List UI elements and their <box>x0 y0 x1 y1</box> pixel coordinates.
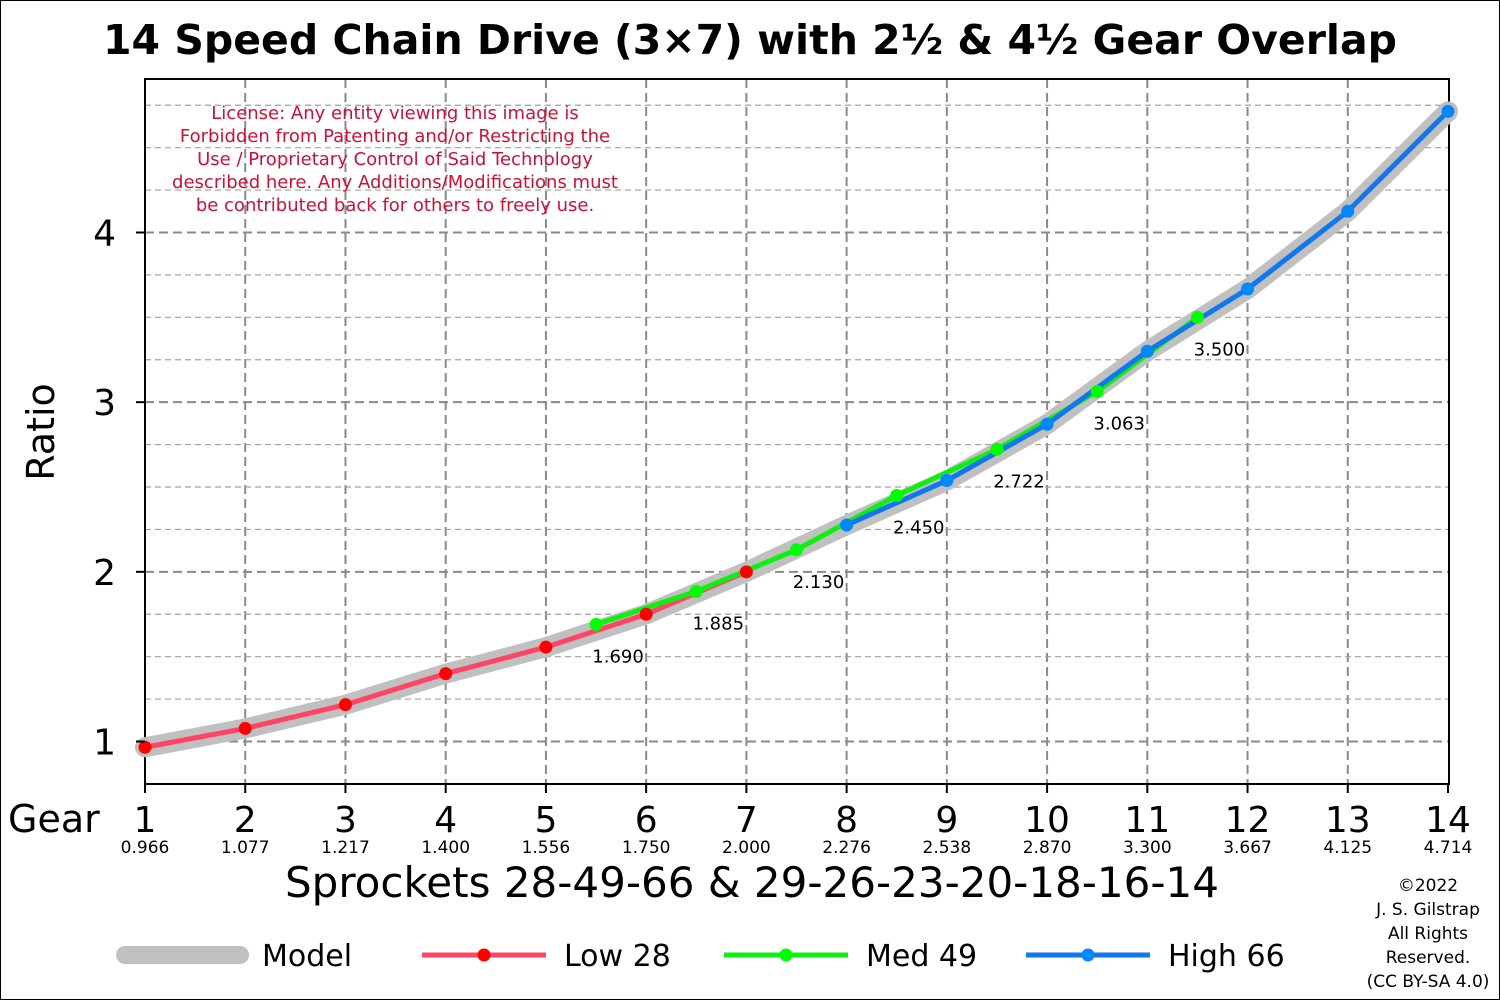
data-label: 3.063 <box>1093 413 1145 434</box>
data-point-low-28 <box>338 698 352 712</box>
license-line: License: Any entity viewing this image i… <box>211 103 578 124</box>
data-label: 2.450 <box>893 517 945 538</box>
license-line: Forbidden from Patenting and/or Restrict… <box>180 126 610 147</box>
chart-title: 14 Speed Chain Drive (3×7) with 2½ & 4½ … <box>103 16 1397 64</box>
data-point-low-28 <box>439 667 453 681</box>
data-point-high-66 <box>1140 344 1154 358</box>
data-point-low-28 <box>138 740 152 754</box>
data-point-high-66 <box>940 474 954 488</box>
x-tick-label: 13 <box>1325 800 1371 841</box>
x-tick-ratio-label: 1.217 <box>321 838 370 858</box>
x-tick-ratio-label: 1.750 <box>622 838 671 858</box>
data-point-low-28 <box>539 640 553 654</box>
y-axis-ticks: 1 2 3 4 <box>93 214 145 764</box>
x-tick-label: 1 <box>134 800 157 841</box>
x-tick-label: 14 <box>1425 800 1471 841</box>
license-line: Use / Proprietary Control of Said Techno… <box>197 149 593 170</box>
x-tick-label: 4 <box>434 800 457 841</box>
x-tick-ratio-label: 2.538 <box>923 838 972 858</box>
data-point-low-28 <box>739 565 753 579</box>
y-tick-label: 2 <box>93 553 116 594</box>
data-label: 2.130 <box>793 572 845 593</box>
x-tick-ratio-label: 4.125 <box>1323 838 1372 858</box>
x-axis-gear-prefix: Gear <box>8 797 100 841</box>
y-tick-label: 1 <box>93 723 116 764</box>
x-tick-label: 6 <box>635 800 658 841</box>
data-point-high-66 <box>1341 204 1355 218</box>
legend-med-49-label: Med 49 <box>866 939 977 974</box>
copyright-note: ©2022 J. S. Gilstrap All Rights Reserved. (C… <box>1367 876 1490 992</box>
data-point-med-49 <box>890 488 904 502</box>
x-tick-ratio-label: 1.556 <box>522 838 571 858</box>
x-tick-label: 8 <box>835 800 858 841</box>
y-tick-label: 3 <box>93 383 116 424</box>
series-markers <box>138 104 1455 754</box>
x-tick-label: 9 <box>935 800 958 841</box>
y-axis-label: Ratio <box>19 383 63 481</box>
data-point-med-49 <box>689 584 703 598</box>
x-tick-ratio-label: 0.966 <box>121 838 170 858</box>
legend-model-label: Model <box>262 939 352 974</box>
data-label: 3.500 <box>1194 339 1246 360</box>
x-tick-ratio-label: 2.000 <box>722 838 771 858</box>
x-tick-ratio-label: 2.276 <box>822 838 871 858</box>
data-point-low-28 <box>639 607 653 621</box>
x-tick-label: 3 <box>334 800 357 841</box>
data-point-high-66 <box>1441 104 1455 118</box>
legend-high-66-label: High 66 <box>1168 939 1285 974</box>
x-tick-ratio-label: 4.714 <box>1424 838 1473 858</box>
data-label: 1.885 <box>693 613 745 634</box>
copyright-line: All Rights <box>1388 924 1468 944</box>
data-point-high-66 <box>1040 417 1054 431</box>
data-point-med-49 <box>1190 310 1204 324</box>
x-tick-label: 10 <box>1024 800 1070 841</box>
x-tick-label: 5 <box>534 800 557 841</box>
x-tick-label: 12 <box>1225 800 1271 841</box>
legend-med-49-marker <box>779 948 793 962</box>
y-tick-label: 4 <box>93 214 116 255</box>
plot-frame <box>144 78 1450 785</box>
license-line: described here. Any Additions/Modificati… <box>172 172 618 193</box>
data-point-high-66 <box>840 518 854 532</box>
x-tick-ratio-label: 3.667 <box>1223 838 1272 858</box>
legend-high-66-marker <box>1081 948 1095 962</box>
x-axis-label: Sprockets 28-49-66 & 29-26-23-20-18-16-1… <box>285 858 1219 907</box>
data-point-med-49 <box>1090 384 1104 398</box>
data-point-med-49 <box>990 442 1004 456</box>
license-annotation: License: Any entity viewing this image i… <box>172 103 618 216</box>
data-point-high-66 <box>1241 282 1255 296</box>
x-tick-label: 11 <box>1124 800 1170 841</box>
x-tick-ratio-label: 3.300 <box>1123 838 1172 858</box>
copyright-line: J. S. Gilstrap <box>1375 900 1480 920</box>
x-tick-ratio-label: 1.077 <box>221 838 270 858</box>
copyright-line: ©2022 <box>1398 876 1458 896</box>
x-tick-label: 7 <box>735 800 758 841</box>
copyright-line: Reserved. <box>1386 948 1471 968</box>
legend-low-28-label: Low 28 <box>564 939 671 974</box>
data-label: 2.722 <box>993 471 1045 492</box>
x-tick-ratio-label: 2.870 <box>1023 838 1072 858</box>
legend-low-28-marker <box>477 948 491 962</box>
x-tick-ratio-label: 1.400 <box>421 838 470 858</box>
data-labels: 1.690 1.885 2.130 2.450 2.722 3.063 3.500 <box>592 339 1245 667</box>
data-point-low-28 <box>238 721 252 735</box>
x-tick-label: 2 <box>234 800 257 841</box>
x-axis-ticks: 10.966 21.077 31.217 41.400 51.556 61.750 72.0… <box>121 784 1473 858</box>
data-label: 1.690 <box>592 646 644 667</box>
license-line: be contributed back for others to freely… <box>196 195 594 216</box>
legend: Model Low 28 Med 49 High 66 <box>116 939 1285 974</box>
data-point-med-49 <box>790 543 803 557</box>
data-point-med-49 <box>589 617 603 631</box>
copyright-line: (CC BY-SA 4.0) <box>1367 972 1490 992</box>
